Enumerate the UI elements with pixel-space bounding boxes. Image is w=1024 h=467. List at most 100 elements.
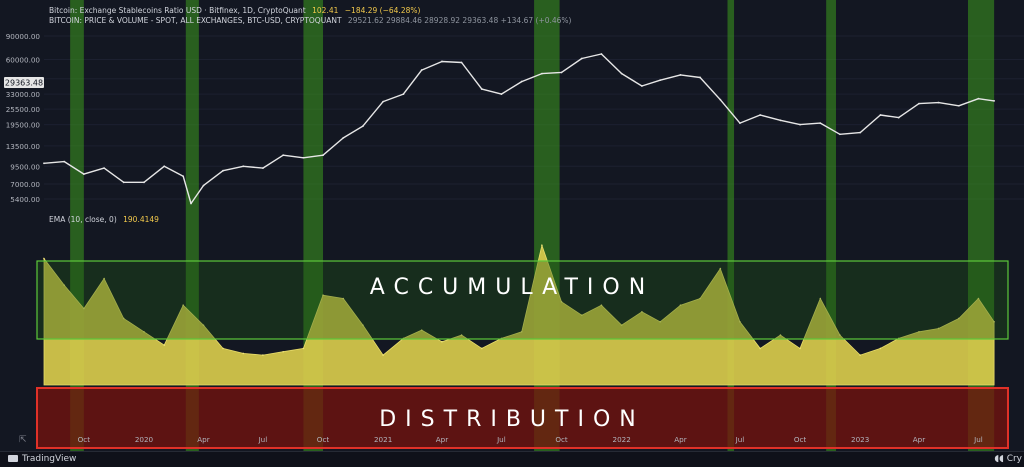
oscillator-point [560, 301, 563, 303]
price-point [739, 122, 741, 125]
price-tick-label: 25500.00 [6, 105, 41, 114]
oscillator-point [182, 304, 184, 306]
legend-line1-value: 102.41 [312, 6, 338, 15]
oscillator-point [799, 347, 801, 350]
oscillator-point [819, 297, 822, 300]
price-point [859, 131, 862, 134]
oscillator-point [163, 344, 166, 346]
oscillator-point [342, 297, 345, 300]
price-point [937, 101, 940, 104]
oscillator-point [382, 354, 384, 356]
price-point [302, 156, 305, 159]
price-tick-label: 60000.00 [6, 55, 41, 64]
highlight-band [727, 0, 735, 451]
legend-line1-change: −184.29 (−64.28%) [345, 6, 421, 15]
oscillator-point [659, 321, 662, 323]
price-point [163, 165, 166, 168]
oscillator-point [83, 307, 85, 310]
x-tick-label: Oct [555, 435, 568, 444]
price-point [560, 71, 563, 74]
x-tick-label: 2020 [135, 435, 154, 444]
price-point [977, 97, 980, 100]
price-tick-label: 5400.00 [10, 195, 40, 204]
price-series-line [43, 53, 995, 205]
price-badge: 29363.48 [5, 79, 43, 88]
oscillator-point [958, 317, 960, 320]
chart-canvas: 90000.0060000.0043000.0033000.0025500.00… [4, 0, 1024, 451]
price-point [63, 160, 66, 163]
price-point [190, 202, 192, 205]
price-point [460, 61, 463, 64]
price-point [103, 167, 106, 170]
oscillator-point [103, 277, 105, 280]
axis-settings-icon[interactable]: ⇱ [19, 435, 27, 445]
price-point [282, 154, 285, 157]
oscillator-point [63, 284, 66, 287]
price-point [441, 60, 443, 63]
price-point [897, 116, 900, 119]
price-point [799, 123, 801, 126]
oscillator-point [481, 347, 483, 350]
x-tick-label: 2022 [613, 435, 631, 444]
legend-ema-value: 190.4149 [123, 215, 159, 224]
x-tick-label: Oct [794, 435, 807, 444]
price-point [322, 154, 324, 157]
price-point [819, 122, 822, 125]
price-point [879, 114, 882, 116]
oscillator-point [322, 294, 324, 296]
oscillator-point [242, 352, 245, 355]
oscillator-point [420, 329, 423, 331]
price-point [182, 175, 185, 178]
price-point [541, 72, 543, 75]
oscillator-point [879, 347, 882, 350]
oscillator-point [620, 324, 623, 326]
oscillator-point [600, 304, 603, 306]
price-point [839, 133, 841, 136]
x-tick-label: Apr [436, 435, 448, 444]
oscillator-point [977, 297, 980, 300]
oscillator-point [202, 324, 205, 326]
footer-bar: TradingView ◖◖ Cry [0, 451, 1024, 467]
price-badge-bg [4, 77, 44, 88]
price-point [600, 53, 603, 55]
oscillator-point [143, 330, 145, 333]
x-tick-label: 2021 [374, 435, 392, 444]
oscillator-point [937, 327, 940, 330]
x-tick-label: Jul [735, 435, 745, 444]
x-axis: Oct 2020 Apr Jul Oct 2021 Apr Jul Oct 2022 Apr Jul O… [78, 435, 983, 444]
price-tick-label: 90000.00 [6, 32, 41, 41]
price-point [918, 102, 920, 105]
x-tick-label: Apr [674, 435, 686, 444]
cryptoquant-mark: ◖◖ Cry [994, 454, 1022, 464]
price-point [957, 104, 960, 107]
legend-line2-values: 29521.62 29884.46 28928.92 29363.48 +134… [348, 16, 572, 25]
distribution-label: DISTRIBUTION [379, 407, 645, 432]
legend-ema: EMA (10, close, 0) 190.4149 [49, 215, 159, 224]
oscillator-point [122, 317, 125, 320]
price-tick-label: 19500.00 [6, 121, 41, 130]
price-point [82, 173, 85, 175]
price-tick-label: 33000.00 [6, 90, 41, 99]
oscillator-point [541, 244, 543, 247]
price-point [122, 181, 125, 184]
legend-ema-name: EMA (10, close, 0) [49, 215, 117, 224]
oscillator-point [719, 267, 722, 270]
price-point [719, 98, 722, 101]
oscillator-point [362, 324, 364, 326]
tradingview-logo[interactable]: TradingView [8, 454, 76, 464]
price-point [759, 114, 762, 116]
oscillator-point [641, 311, 643, 313]
price-point [500, 93, 503, 96]
oscillator-point [43, 257, 45, 260]
oscillator-plot [43, 243, 995, 386]
x-tick-label: Jul [496, 435, 506, 444]
oscillator-point [739, 321, 741, 323]
x-tick-label: 2023 [851, 435, 869, 444]
oscillator-point [580, 314, 583, 316]
price-point [202, 184, 205, 187]
price-point [641, 85, 643, 87]
price-point [222, 169, 224, 172]
price-point [43, 162, 45, 165]
highlight-band [826, 0, 836, 451]
